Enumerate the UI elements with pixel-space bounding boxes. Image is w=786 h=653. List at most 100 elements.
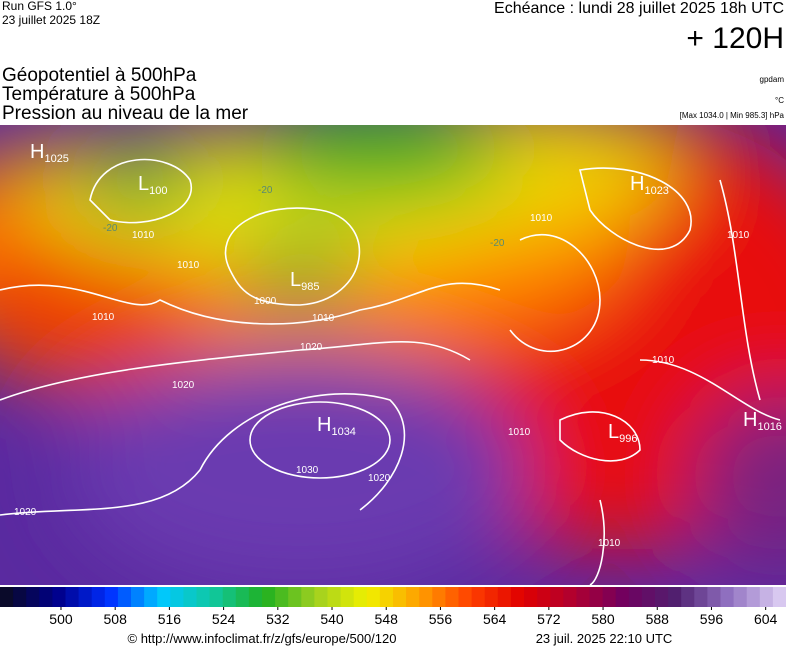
colorbar-swatch <box>445 587 459 607</box>
colorbar-swatch <box>628 587 643 607</box>
colorbar-swatch <box>157 587 171 607</box>
isobar-label: 1010 <box>508 427 531 438</box>
isobar-label: 1010 <box>598 538 621 549</box>
isobar-label: 1010 <box>92 312 115 323</box>
colorbar-swatch <box>327 587 342 607</box>
isobar-label: 1000 <box>254 296 277 307</box>
colorbar-swatch <box>419 587 433 607</box>
pressure-center: H1016 <box>743 409 782 433</box>
pressure-center: L985 <box>290 269 319 293</box>
colorbar-tick-label: 572 <box>537 611 561 627</box>
colorbar-swatch <box>772 587 786 607</box>
colorbar-swatch <box>131 587 145 607</box>
title: Température à 500hPa <box>2 84 196 105</box>
colorbar-tick-label: 556 <box>429 611 453 627</box>
isobar-label: 1010 <box>530 213 553 224</box>
colorbar-swatch <box>406 587 420 607</box>
colorbar-tick-label: 596 <box>700 611 724 627</box>
colorbar-swatch <box>641 587 656 607</box>
colorbar-swatch <box>681 587 695 607</box>
pressure-center: L100 <box>138 173 167 197</box>
pressure-center: H1034 <box>317 414 356 438</box>
unit: gpdam <box>760 75 785 84</box>
colorbar-swatch <box>0 587 14 607</box>
colorbar-swatch <box>733 587 748 607</box>
colorbar-tick-label: 548 <box>375 611 399 627</box>
colorbar-swatch <box>183 587 197 607</box>
colorbar-swatch <box>458 587 473 607</box>
colorbar-swatch <box>104 587 119 607</box>
colorbar-swatch <box>248 587 263 607</box>
colorbar-tick-label: 532 <box>266 611 290 627</box>
colorbar-tick-label: 540 <box>320 611 344 627</box>
colorbar-swatch <box>537 587 551 607</box>
colorbar-swatch <box>379 587 394 607</box>
isobar-label: 1010 <box>652 355 675 366</box>
colorbar-swatch <box>497 587 512 607</box>
colorbar-tick-label: 604 <box>754 611 778 627</box>
temperature-label: -20 <box>258 185 273 196</box>
colorbar-swatch <box>393 587 407 607</box>
run-date: 23 juillet 2025 18Z <box>2 13 100 27</box>
temperature-label: -20 <box>490 238 505 249</box>
colorbar-swatch <box>576 587 590 607</box>
colorbar-swatch <box>91 587 106 607</box>
colorbar-swatch <box>694 587 708 607</box>
isobar-label: 1020 <box>300 342 323 353</box>
colorbar-tick-label: 508 <box>104 611 128 627</box>
colorbar-swatch <box>26 587 40 607</box>
isobar-label: 1010 <box>727 230 750 241</box>
timestamp: 23 juil. 2025 22:10 UTC <box>536 631 673 646</box>
colorbar-tick-label: 524 <box>212 611 236 627</box>
unit: °C <box>775 96 784 105</box>
colorbar-swatch <box>720 587 735 607</box>
lead-time: + 120H <box>686 22 784 55</box>
colorbar-swatch <box>170 587 184 607</box>
isobar-label: 1030 <box>296 465 319 476</box>
colorbar-tick-label: 588 <box>646 611 670 627</box>
colorbar-tick-label: 564 <box>483 611 507 627</box>
colorbar-swatch <box>353 587 368 607</box>
colorbar-swatch <box>707 587 721 607</box>
colorbar-swatch <box>117 587 132 607</box>
title: Pression au niveau de la mer <box>2 103 249 124</box>
colorbar-swatch <box>39 587 53 607</box>
temperature-label: -20 <box>103 223 118 234</box>
title: Géopotentiel à 500hPa <box>2 65 197 86</box>
isobar-label: 1020 <box>14 507 37 518</box>
colorbar-swatch <box>65 587 80 607</box>
unit: [Max 1034.0 | Min 985.3] hPa <box>680 111 785 120</box>
isobar-label: 1010 <box>177 260 200 271</box>
colorbar-swatch <box>78 587 93 607</box>
colorbar-swatch <box>589 587 604 607</box>
colorbar-swatch <box>563 587 577 607</box>
run: Run GFS 1.0° <box>2 0 77 13</box>
colorbar-swatch <box>235 587 250 607</box>
colorbar-swatch <box>484 587 499 607</box>
map: H1025 L100 L985 H1023 H1034 L996 H1016 1… <box>0 125 786 585</box>
isobar-label: 1020 <box>172 380 195 391</box>
colorbar-swatch <box>52 587 66 607</box>
isobar-label: 1010 <box>132 230 155 241</box>
colorbar-swatch <box>288 587 302 607</box>
colorbar-swatch <box>144 587 158 607</box>
colorbar-swatch <box>275 587 289 607</box>
isobar-label: 1010 <box>312 313 335 324</box>
colorbar-swatch <box>209 587 224 607</box>
colorbar-swatch <box>262 587 276 607</box>
colorbar-swatch <box>746 587 761 607</box>
colorbar-swatch <box>366 587 381 607</box>
colorbar-swatch <box>550 587 564 607</box>
colorbar-swatch <box>655 587 669 607</box>
pressure-center: H1025 <box>30 141 69 165</box>
colorbar-swatch <box>13 587 27 607</box>
colorbar-swatch <box>222 587 237 607</box>
colorbar-swatch <box>615 587 630 607</box>
colorbar-swatch <box>471 587 486 607</box>
colorbar-tick-label: 580 <box>591 611 615 627</box>
colorbar-swatch <box>314 587 328 607</box>
colorbar-tick-label: 516 <box>158 611 182 627</box>
colorbar-swatch <box>602 587 617 607</box>
colorbar-swatch <box>196 587 211 607</box>
